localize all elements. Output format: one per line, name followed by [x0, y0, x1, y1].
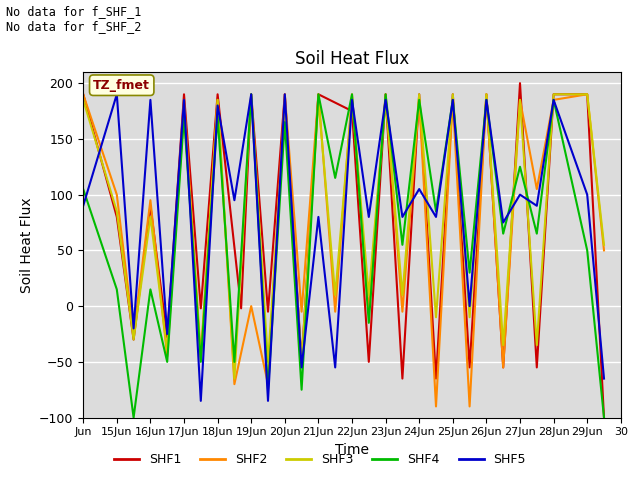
Text: No data for f_SHF_1
No data for f_SHF_2: No data for f_SHF_1 No data for f_SHF_2 — [6, 5, 142, 33]
Legend: SHF1, SHF2, SHF3, SHF4, SHF5: SHF1, SHF2, SHF3, SHF4, SHF5 — [109, 448, 531, 471]
Text: TZ_fmet: TZ_fmet — [93, 79, 150, 92]
Title: Soil Heat Flux: Soil Heat Flux — [295, 49, 409, 68]
X-axis label: Time: Time — [335, 443, 369, 457]
Y-axis label: Soil Heat Flux: Soil Heat Flux — [20, 197, 33, 293]
